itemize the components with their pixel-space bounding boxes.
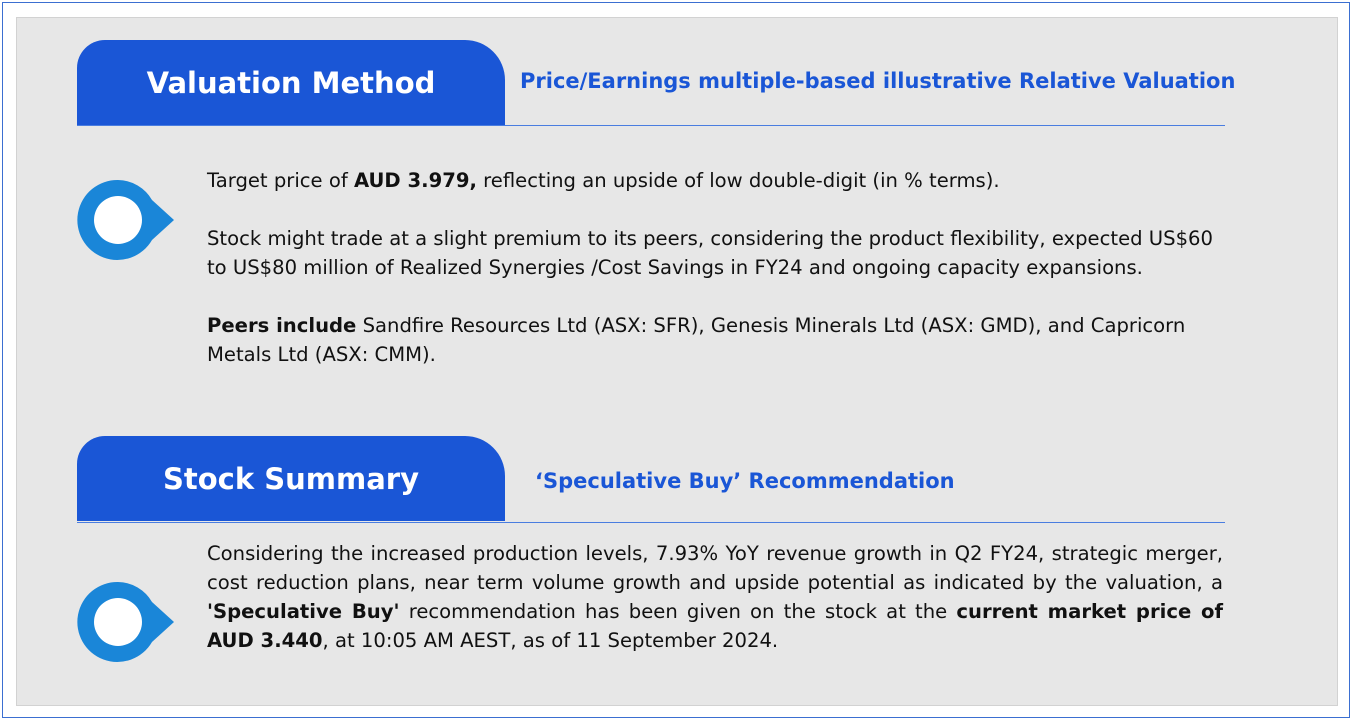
bold-text: Peers include xyxy=(207,314,357,337)
section-subtitle: Price/Earnings multiple-based illustrati… xyxy=(520,69,1236,93)
pin-icon xyxy=(77,581,174,662)
bold-text: 'Speculative Buy' xyxy=(207,600,400,623)
panel xyxy=(16,17,1338,706)
bold-text: AUD 3.979, xyxy=(353,169,477,192)
text: recommendation has been given on the sto… xyxy=(399,600,957,623)
pin-icon xyxy=(77,179,174,260)
section-body: Considering the increased production lev… xyxy=(207,539,1223,684)
paragraph: Stock might trade at a slight premium to… xyxy=(207,224,1223,282)
section-body: Target price of AUD 3.979, reflecting an… xyxy=(207,166,1223,398)
divider xyxy=(77,522,1225,523)
section-subtitle: ‘Speculative Buy’ Recommendation xyxy=(535,469,955,493)
divider xyxy=(77,125,1225,126)
bold-text: current market price of AUD 3.440 xyxy=(207,600,1223,652)
text: , at 10:05 AM AEST, as of 11 September 2… xyxy=(322,629,779,652)
text: Considering the increased production lev… xyxy=(207,542,1223,594)
text: Sandfire Resources Ltd (ASX: SFR), Genes… xyxy=(207,314,1186,366)
paragraph: Considering the increased production lev… xyxy=(207,539,1223,655)
text: Stock might trade at a slight premium to… xyxy=(207,227,1213,279)
section-title: Stock Summary xyxy=(77,436,505,521)
text: Target price of xyxy=(207,169,354,192)
paragraph: Peers include Sandfire Resources Ltd (AS… xyxy=(207,311,1223,369)
text: reflecting an upside of low double-digit… xyxy=(476,169,1000,192)
section-title: Valuation Method xyxy=(77,40,505,125)
paragraph: Target price of AUD 3.979, reflecting an… xyxy=(207,166,1223,195)
